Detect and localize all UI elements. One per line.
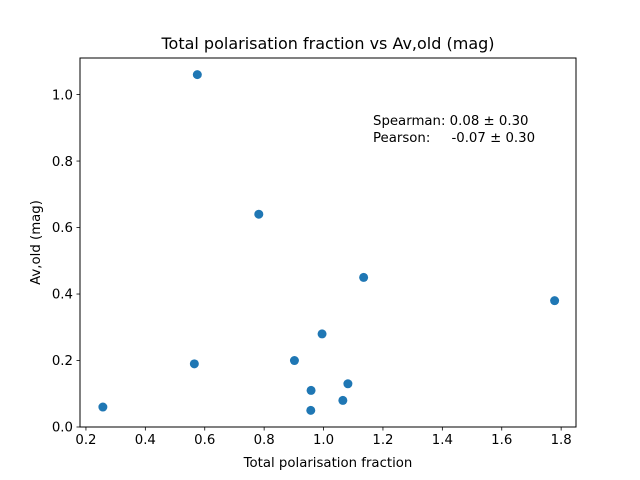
x-tick-label: 0.8 xyxy=(254,433,275,448)
x-axis-ticks: 0.2 0.4 0.6 0.8 1.0 1.2 1.4 1.6 1.8 xyxy=(75,427,572,448)
data-point xyxy=(338,395,348,405)
x-tick-label: 1.2 xyxy=(372,433,393,448)
data-point xyxy=(192,70,202,80)
x-tick-label: 0.2 xyxy=(75,433,96,448)
annotation-spearman: Spearman: 0.08 ± 0.30 xyxy=(373,114,529,129)
y-tick-label: 0.4 xyxy=(52,288,73,303)
y-tick-label: 0.0 xyxy=(52,421,73,436)
x-tick-label: 0.4 xyxy=(135,433,156,448)
data-point xyxy=(343,379,353,389)
data-point xyxy=(306,385,316,395)
x-tick-label: 0.6 xyxy=(194,433,215,448)
data-point xyxy=(98,402,108,412)
chart-title: Total polarisation fraction vs Av,old (m… xyxy=(160,34,494,53)
data-point xyxy=(189,359,199,369)
y-tick-label: 0.2 xyxy=(52,354,73,369)
data-point xyxy=(550,296,560,306)
y-tick-label: 0.8 xyxy=(52,155,73,170)
y-tick-label: 0.6 xyxy=(52,221,73,236)
data-point xyxy=(254,209,264,219)
plot-frame xyxy=(79,57,577,428)
x-tick-label: 1.4 xyxy=(432,433,453,448)
annotation-pearson: Pearson: -0.07 ± 0.30 xyxy=(373,131,535,146)
x-tick-label: 1.0 xyxy=(313,433,334,448)
data-point xyxy=(359,272,369,282)
data-point xyxy=(289,356,299,366)
x-tick-label: 1.8 xyxy=(551,433,572,448)
y-axis-label: Av,old (mag) xyxy=(29,200,44,285)
x-tick-label: 1.6 xyxy=(491,433,512,448)
x-axis-label: Total polarisation fraction xyxy=(243,456,413,471)
y-axis-ticks: 0.0 0.2 0.4 0.6 0.8 1.0 xyxy=(52,88,80,436)
y-tick-label: 1.0 xyxy=(52,88,73,103)
data-point xyxy=(317,329,327,339)
data-point xyxy=(306,405,316,415)
data-points xyxy=(98,70,560,415)
